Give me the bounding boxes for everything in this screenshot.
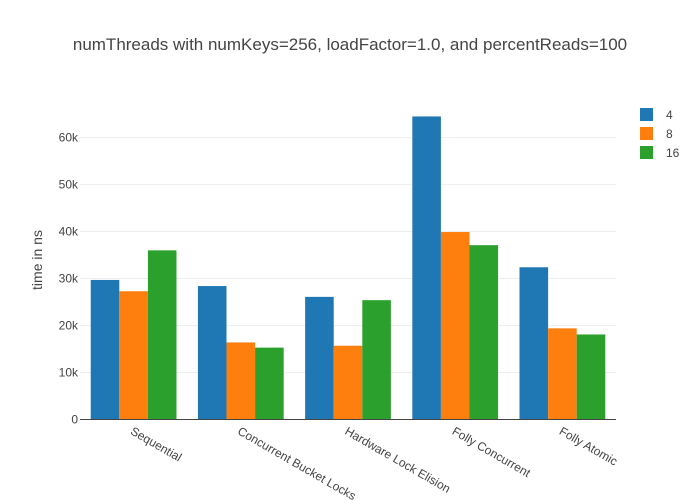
y-tick-label: 10k	[59, 366, 79, 380]
y-tick-label: 0	[71, 413, 78, 427]
bar-4-folly-atomic[interactable]	[519, 267, 549, 420]
bar-8-concurrent-bucket-locks[interactable]	[226, 342, 256, 420]
bar-16-hardware-lock-elision[interactable]	[362, 300, 391, 420]
y-axis-ticks: 0 10k 20k 30k 40k 50k 60k	[59, 131, 79, 427]
x-tick-label: Sequential	[128, 424, 184, 464]
x-tick-label: Folly Concurrent	[450, 424, 534, 480]
bar-4-hardware-lock-elision[interactable]	[305, 296, 334, 420]
bar-4-folly-concurrent[interactable]	[412, 116, 441, 420]
bar-8-hardware-lock-elision[interactable]	[333, 345, 363, 420]
legend-label: 8	[666, 127, 673, 141]
x-tick-label: Concurrent Bucket Locks	[235, 424, 358, 500]
bar-16-concurrent-bucket-locks[interactable]	[255, 347, 284, 420]
bar-4-sequential[interactable]	[90, 279, 120, 420]
bar-4-concurrent-bucket-locks[interactable]	[197, 286, 227, 420]
x-tick-label: Folly Atomic	[557, 424, 620, 468]
bars	[90, 116, 606, 420]
legend-item-4[interactable]: 4	[640, 108, 673, 122]
y-tick-label: 40k	[59, 225, 79, 239]
legend-item-16[interactable]: 16	[640, 146, 680, 160]
legend-label: 16	[666, 146, 680, 160]
legend-item-8[interactable]: 8	[640, 127, 673, 141]
bar-8-folly-atomic[interactable]	[548, 328, 577, 420]
legend-label: 4	[666, 108, 673, 122]
bar-16-sequential[interactable]	[147, 250, 177, 420]
y-tick-label: 60k	[59, 131, 79, 145]
chart-title: numThreads with numKeys=256, loadFactor=…	[73, 35, 627, 54]
legend[interactable]: 4 8 16	[640, 108, 680, 160]
legend-swatch	[640, 108, 653, 121]
y-tick-label: 20k	[59, 319, 79, 333]
legend-swatch	[640, 146, 653, 159]
bar-8-folly-concurrent[interactable]	[440, 232, 470, 420]
x-tick-label: Hardware Lock Elision	[343, 424, 453, 496]
bar-16-folly-atomic[interactable]	[576, 334, 606, 420]
legend-swatch	[640, 127, 653, 140]
bar-8-sequential[interactable]	[119, 291, 148, 420]
y-tick-label: 50k	[59, 178, 79, 192]
bar-16-folly-concurrent[interactable]	[469, 245, 499, 420]
y-tick-label: 30k	[59, 272, 79, 286]
x-axis-ticks: Sequential Concurrent Bucket LocksHardwar…	[128, 424, 620, 500]
y-axis-title: time in ns	[29, 230, 45, 290]
